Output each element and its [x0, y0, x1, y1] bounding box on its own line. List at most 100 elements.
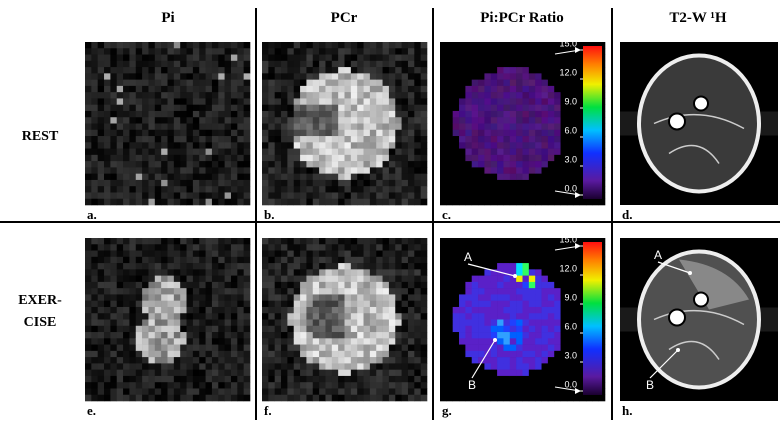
pixel	[193, 282, 200, 289]
pixel	[376, 80, 383, 87]
pixel	[218, 326, 225, 333]
pixel	[281, 167, 288, 174]
pixel	[542, 238, 549, 245]
pixel	[389, 382, 396, 389]
pixel	[573, 142, 580, 149]
pixel	[421, 276, 428, 283]
pixel	[85, 338, 92, 345]
pixel	[408, 149, 415, 156]
pixel	[472, 180, 479, 187]
pixel	[136, 357, 143, 364]
pixel	[212, 276, 219, 283]
pixel	[110, 288, 117, 295]
pixel	[148, 332, 155, 339]
pixel	[104, 48, 111, 55]
pixel	[332, 263, 339, 270]
pixel	[85, 376, 92, 383]
pixel	[262, 388, 269, 395]
pixel	[319, 313, 326, 320]
pixel	[370, 73, 377, 80]
pixel	[98, 244, 105, 251]
pixel	[98, 345, 105, 352]
pixel	[117, 130, 124, 137]
pixel	[516, 276, 523, 283]
pixel	[225, 80, 232, 87]
pixel	[199, 199, 206, 206]
pixel	[478, 117, 485, 124]
pixel	[395, 382, 402, 389]
pixel	[110, 388, 117, 395]
pixel	[193, 55, 200, 62]
pixel	[117, 111, 124, 118]
pixel	[370, 276, 377, 283]
pixel	[478, 370, 485, 377]
pixel	[281, 370, 288, 377]
pixel	[313, 92, 320, 99]
pixel	[548, 382, 555, 389]
pixel	[503, 244, 510, 251]
pixel	[155, 80, 162, 87]
pixel	[123, 288, 130, 295]
pixel	[395, 313, 402, 320]
pixel	[117, 395, 124, 402]
pixel	[174, 395, 181, 402]
pixel	[199, 67, 206, 74]
pixel	[104, 395, 111, 402]
pixel	[237, 288, 244, 295]
pixel	[212, 180, 219, 187]
pixel	[357, 199, 364, 206]
pixel	[497, 105, 504, 112]
pixel	[287, 117, 294, 124]
pixel	[459, 199, 466, 206]
pixel	[472, 257, 479, 264]
pixel	[218, 363, 225, 370]
pixel	[199, 238, 206, 245]
pixel	[199, 251, 206, 258]
pixel	[136, 180, 143, 187]
pixel	[187, 320, 194, 327]
pixel	[395, 55, 402, 62]
pixel	[281, 111, 288, 118]
pixel	[244, 180, 251, 187]
pixel	[313, 370, 320, 377]
pixel	[408, 263, 415, 270]
pixel	[370, 388, 377, 395]
pixel	[503, 357, 510, 364]
pixel	[294, 332, 301, 339]
pixel	[129, 180, 136, 187]
pixel	[193, 167, 200, 174]
pixel	[155, 388, 162, 395]
pixel	[168, 61, 175, 68]
pixel	[313, 313, 320, 320]
pixel	[98, 251, 105, 258]
pixel	[414, 142, 421, 149]
pixel	[325, 199, 332, 206]
pixel	[148, 98, 155, 105]
pixel	[332, 167, 339, 174]
pixel	[554, 282, 561, 289]
pixel	[516, 294, 523, 301]
pixel	[85, 326, 92, 333]
pixel	[136, 238, 143, 245]
pixel	[161, 192, 168, 199]
pixel	[225, 92, 232, 99]
pixel	[383, 282, 390, 289]
pixel	[446, 192, 453, 199]
pixel	[98, 80, 105, 87]
pixel	[478, 48, 485, 55]
pixel	[459, 332, 466, 339]
pixel	[351, 92, 358, 99]
pixel	[351, 48, 358, 55]
pixel	[325, 338, 332, 345]
pixel	[446, 174, 453, 181]
pixel	[338, 320, 345, 327]
pixel	[268, 294, 275, 301]
pixel	[110, 117, 117, 124]
pixel	[319, 149, 326, 156]
pixel	[351, 338, 358, 345]
pixel	[98, 61, 105, 68]
pixel	[389, 282, 396, 289]
pixel	[275, 124, 282, 131]
pixel	[484, 370, 491, 377]
pixel	[459, 149, 466, 156]
